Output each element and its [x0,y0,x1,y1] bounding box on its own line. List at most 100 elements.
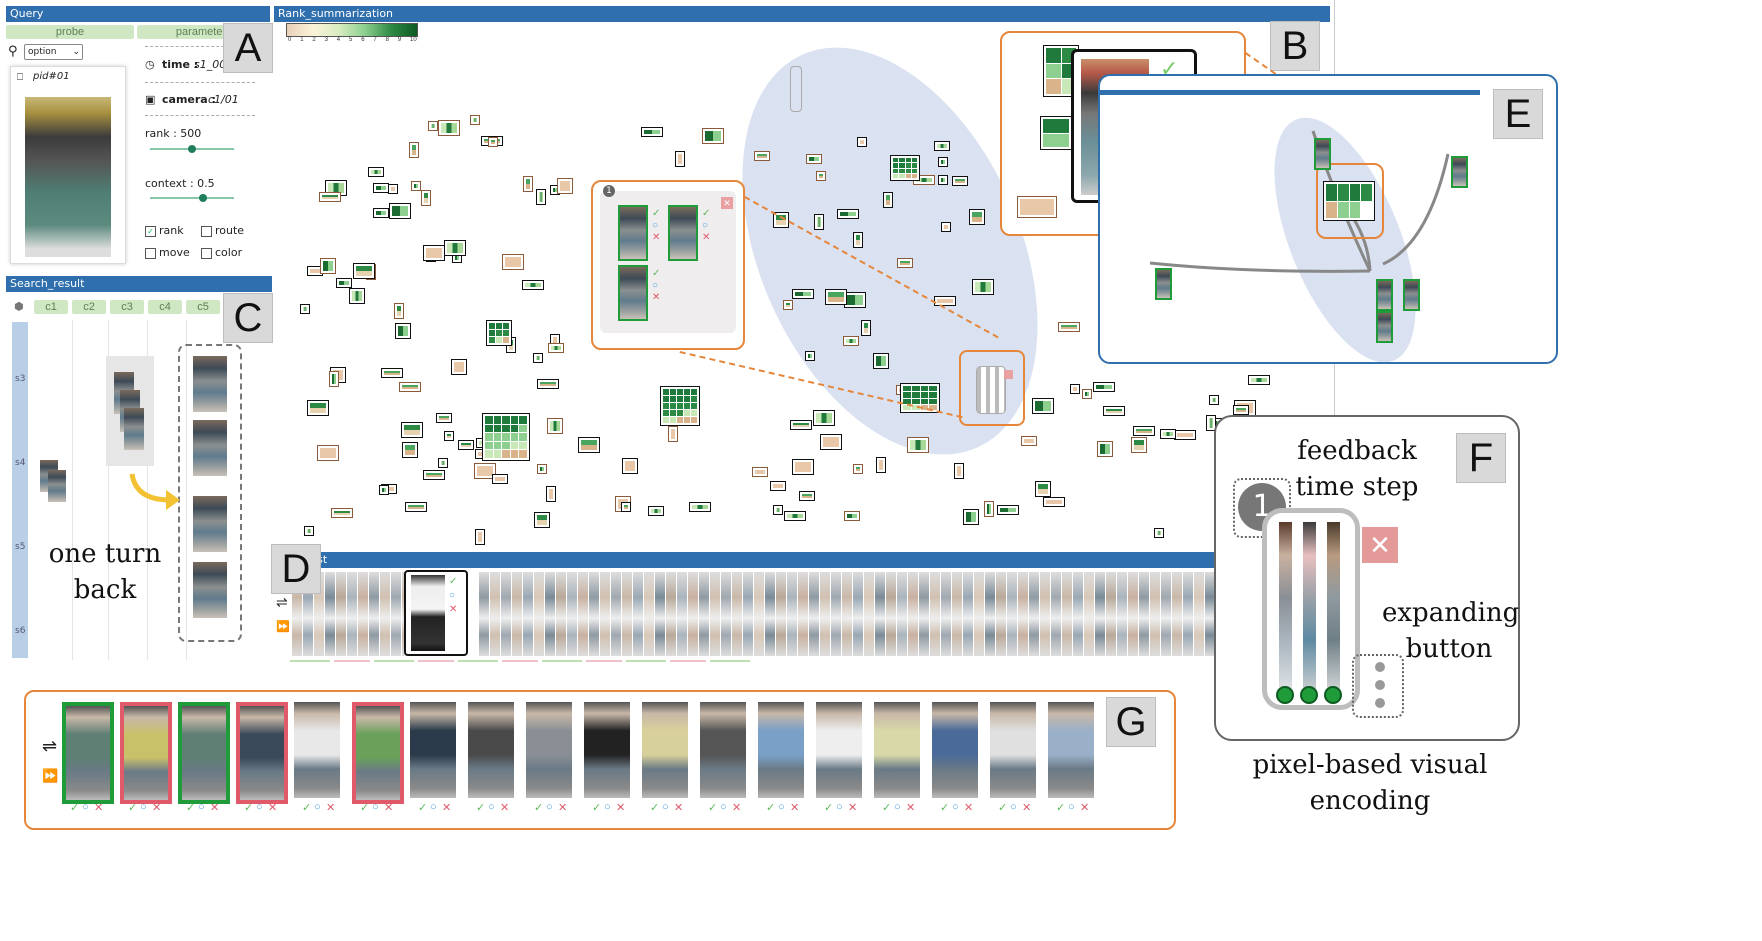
rank-glyph[interactable] [783,300,793,310]
cross-icon[interactable]: ✕ [652,232,661,243]
rank-glyph[interactable] [853,232,863,248]
check-icon[interactable]: ✓ [766,802,776,814]
gallery-candidate[interactable] [1048,702,1094,798]
circle-icon[interactable]: ○ [488,801,495,813]
rank-glyph[interactable] [373,208,389,218]
rank-glyph[interactable] [402,442,418,458]
rank-list-item[interactable] [314,572,324,656]
gallery-candidate[interactable] [352,702,404,804]
rank-glyph[interactable] [805,351,815,361]
rank-glyph[interactable] [451,359,467,375]
rank-list-item[interactable] [556,572,566,656]
swap-icon[interactable]: ⇌ [42,736,58,756]
circle-icon[interactable]: ○ [952,801,959,813]
rank-list-item[interactable] [930,572,940,656]
rank-list-item[interactable] [853,572,863,656]
rank-list-item[interactable] [303,572,313,656]
rank-glyph[interactable] [546,486,556,502]
rank-list-item[interactable] [512,572,522,656]
rank-glyph[interactable] [523,176,533,192]
rank-glyph[interactable] [857,137,867,147]
expanded-thumbnail[interactable] [193,562,227,618]
rank-glyph-large[interactable] [900,383,940,413]
rank-glyph[interactable] [423,470,445,480]
rank-glyph[interactable] [837,209,859,219]
rank-glyph[interactable] [319,192,341,202]
rank-glyph[interactable] [984,501,994,517]
expanded-stack[interactable] [178,344,242,642]
check-icon[interactable]: ✓ [652,208,661,219]
rank-glyph[interactable] [537,379,559,389]
rank-glyph[interactable] [438,120,460,136]
circle-icon[interactable]: ○ [372,801,379,813]
rank-glyph[interactable] [537,464,547,474]
route-thumbnail[interactable] [1376,311,1393,343]
rank-list-item[interactable] [358,572,368,656]
circle-icon[interactable]: ○ [702,220,709,231]
rank-list-item[interactable] [699,572,709,656]
rank-glyph[interactable] [1248,375,1270,385]
rank-glyph[interactable] [941,222,951,232]
rank-list-item[interactable] [490,572,500,656]
cross-icon[interactable]: ✕ [384,802,394,814]
fast-forward-icon[interactable]: ⏩ [276,621,290,633]
rank-list-item[interactable] [369,572,379,656]
check-icon[interactable]: ✓ [650,802,660,814]
gallery-candidate[interactable] [526,702,572,798]
feedback-dot[interactable] [1300,686,1318,704]
rank-glyph[interactable] [1131,437,1147,453]
route-thumbnail[interactable] [1403,279,1420,311]
rank-glyph[interactable] [843,336,859,346]
rank-glyph[interactable] [907,437,929,453]
rank-list-item[interactable] [1128,572,1138,656]
check-icon[interactable]: ✓ [360,802,370,814]
rank-glyph[interactable] [668,426,678,442]
rank-glyph-large[interactable] [660,386,700,426]
rank-glyph[interactable] [1082,389,1092,399]
check-icon[interactable]: ✓ [940,802,950,814]
route-thumbnail[interactable] [1314,138,1331,170]
rank-glyph[interactable] [816,171,826,181]
b-glyph[interactable] [1017,196,1057,218]
cross-icon[interactable]: ✕ [964,802,974,814]
rank-glyph[interactable] [474,463,496,479]
rank-list-item[interactable] [1029,572,1039,656]
rank-list-item[interactable] [721,572,731,656]
circle-icon[interactable]: ○ [662,801,669,813]
highlighted-glyph[interactable] [959,350,1025,426]
rank-list-item[interactable] [798,572,808,656]
rank-glyph[interactable] [373,183,389,193]
rank-glyph[interactable] [770,481,786,491]
rank-glyph[interactable] [792,289,814,299]
rank-glyph[interactable] [307,400,329,416]
cross-icon[interactable]: ✕ [732,802,742,814]
circle-icon[interactable]: ○ [546,801,553,813]
rank-glyph[interactable] [813,410,835,426]
rank-glyph[interactable] [438,458,448,468]
rank-glyph[interactable] [825,289,847,305]
column-tab[interactable]: c5 [186,300,220,314]
rank-list-item[interactable] [391,572,401,656]
gallery-candidate[interactable] [62,702,114,804]
rank-glyph[interactable] [389,203,411,219]
circle-icon[interactable]: ○ [1010,801,1017,813]
rank-glyph-large[interactable] [486,320,512,346]
cross-icon[interactable]: ✕ [848,802,858,814]
rank-glyph[interactable] [436,413,452,423]
rank-glyph[interactable] [873,353,889,369]
rank-glyph[interactable] [861,320,871,336]
rank-glyph[interactable] [300,304,310,314]
cross-icon[interactable]: ✕ [790,802,800,814]
gallery-candidate[interactable] [236,702,288,804]
rank-list-item[interactable] [1106,572,1116,656]
rank-glyph[interactable] [1160,429,1176,439]
rank-glyph[interactable] [399,382,421,392]
rank-list-item[interactable] [1007,572,1017,656]
circle-icon[interactable]: ○ [836,801,843,813]
gallery-candidate[interactable] [816,702,862,798]
gallery-candidate[interactable] [932,702,978,798]
rank-glyph[interactable] [934,141,950,151]
rank-list-item[interactable] [765,572,775,656]
result-thumbnail[interactable] [48,470,66,502]
gallery-candidate[interactable] [700,702,746,798]
